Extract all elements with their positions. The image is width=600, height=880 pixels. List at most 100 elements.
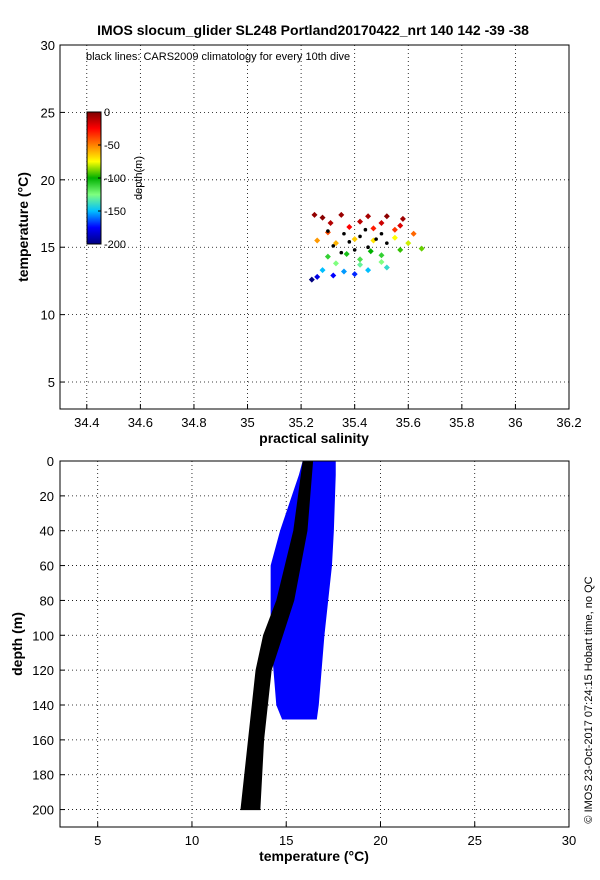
ts-data-point — [391, 226, 398, 233]
profile-y-tick-label: 120 — [32, 663, 54, 678]
profile-ticks: 5 10 15 20 25 30 0 20 40 60 80 100 120 140 160 180 200 — [32, 454, 576, 848]
ts-x-tick-label: 35.4 — [342, 415, 367, 430]
profile-y-tick-label: 160 — [32, 733, 54, 748]
profile-y-axis-label: depth (m) — [9, 612, 25, 676]
ts-x-tick-label: 35.2 — [288, 415, 313, 430]
colorbar-tick-label: -150 — [104, 206, 126, 218]
profile-y-tick-label: 140 — [32, 698, 54, 713]
ts-data-point — [383, 213, 390, 220]
ts-x-tick-label: 34.4 — [74, 415, 99, 430]
ts-data-point — [314, 273, 321, 280]
ts-data-point — [357, 256, 364, 263]
ts-data-point — [357, 218, 364, 225]
temperature-depth-profile: 5 10 15 20 25 30 0 20 40 60 80 100 120 140 160 180 200 t… — [9, 454, 576, 864]
ts-x-tick-label: 35.6 — [396, 415, 421, 430]
climatology-point — [379, 231, 384, 236]
ts-data-point — [324, 253, 331, 260]
climatology-point — [352, 248, 357, 252]
climatology-point — [366, 245, 370, 250]
ts-data-point — [319, 214, 326, 221]
climatology-point — [347, 240, 352, 244]
climatology-point — [363, 227, 368, 232]
climatology-point — [374, 237, 378, 241]
ts-data-point — [338, 211, 345, 218]
ts-data-point — [351, 236, 358, 243]
climatology-point — [339, 250, 344, 255]
ts-data-point — [319, 267, 326, 274]
ts-y-tick-label: 15 — [41, 240, 55, 255]
profile-y-tick-label: 20 — [40, 489, 54, 504]
climatology-point — [342, 231, 346, 236]
ts-y-tick-label: 5 — [48, 375, 55, 390]
ts-data-point — [383, 264, 390, 271]
ts-data-point — [397, 222, 404, 229]
ts-ticks: 34.4 34.6 34.8 35 35.2 35.4 35.6 35.8 36 36.2 5 10 1… — [41, 38, 582, 430]
ts-data-point — [314, 237, 321, 244]
ts-data-point — [378, 252, 385, 259]
ts-data-point — [330, 272, 337, 279]
ts-y-tick-label: 30 — [41, 38, 55, 53]
ts-data-point — [357, 261, 364, 268]
ts-y-tick-label: 25 — [41, 105, 55, 120]
ts-data-point — [367, 248, 374, 255]
profile-data — [240, 460, 336, 811]
ts-data-point — [370, 225, 377, 232]
climatology-temperature-band — [240, 460, 314, 811]
colorbar-label: depth(m) — [133, 156, 145, 200]
profile-y-tick-label: 200 — [32, 803, 54, 818]
profile-y-tick-label: 180 — [32, 768, 54, 783]
colorbar-tick-label: -50 — [104, 140, 120, 152]
ts-x-tick-label: 36.2 — [556, 415, 581, 430]
profile-x-tick-label: 10 — [185, 833, 199, 848]
profile-x-tick-label: 5 — [94, 833, 101, 848]
colorbar-tick-label: 0 — [104, 107, 110, 119]
ts-y-axis-label: temperature (°C) — [15, 172, 31, 282]
ts-x-tick-label: 34.6 — [128, 415, 153, 430]
profile-y-tick-label: 0 — [47, 454, 54, 469]
ts-y-tick-label: 20 — [41, 173, 55, 188]
ts-data-point — [397, 246, 404, 253]
ts-data-point — [378, 259, 385, 266]
profile-y-tick-label: 60 — [40, 559, 54, 574]
ts-data-point — [351, 271, 358, 278]
climatology-point — [326, 229, 330, 233]
ts-data-point — [327, 219, 334, 226]
ts-x-tick-label: 36 — [508, 415, 522, 430]
colorbar-tick-label: -200 — [104, 239, 126, 251]
ts-x-tick-label: 35.8 — [449, 415, 474, 430]
ts-data-point — [365, 213, 372, 220]
ts-data-point — [346, 224, 353, 230]
profile-x-axis-label: temperature (°C) — [259, 848, 369, 864]
climatology-point — [385, 241, 389, 245]
ts-data-point — [378, 219, 385, 226]
profile-x-tick-label: 20 — [373, 833, 387, 848]
profile-x-tick-label: 15 — [279, 833, 293, 848]
profile-y-tick-label: 40 — [40, 524, 54, 539]
ts-x-tick-label: 35 — [240, 415, 254, 430]
glider-temperature-band — [270, 460, 336, 720]
ts-data-point — [405, 240, 412, 247]
colorbar-ticks: 0 -50 -100 -150 -200 — [98, 107, 126, 251]
ts-data-point — [343, 250, 350, 257]
depth-colorbar: 0 -50 -100 -150 -200 depth(m) — [86, 107, 145, 251]
ts-data — [308, 211, 425, 283]
ts-data-point — [418, 245, 425, 252]
climatology-point — [331, 244, 336, 248]
profile-y-tick-label: 100 — [32, 628, 54, 643]
ts-x-tick-label: 34.8 — [181, 415, 206, 430]
ts-data-point — [391, 234, 398, 241]
climatology-note: black lines: CARS2009 climatology for ev… — [86, 51, 350, 63]
ts-x-axis-label: practical salinity — [259, 430, 369, 446]
ts-plot-frame — [59, 44, 570, 410]
ts-data-point — [308, 276, 315, 283]
profile-plot-frame — [59, 460, 570, 828]
ts-data-point — [410, 230, 417, 237]
chart-title: IMOS slocum_glider SL248 Portland2017042… — [97, 22, 529, 38]
ts-grid — [60, 44, 570, 409]
profile-y-tick-label: 80 — [40, 593, 54, 608]
ts-y-tick-label: 10 — [41, 308, 55, 323]
ts-data-point — [399, 215, 406, 222]
ts-data-point — [311, 211, 318, 218]
profile-x-tick-label: 30 — [562, 833, 576, 848]
colorbar-tick-label: -100 — [104, 173, 126, 185]
